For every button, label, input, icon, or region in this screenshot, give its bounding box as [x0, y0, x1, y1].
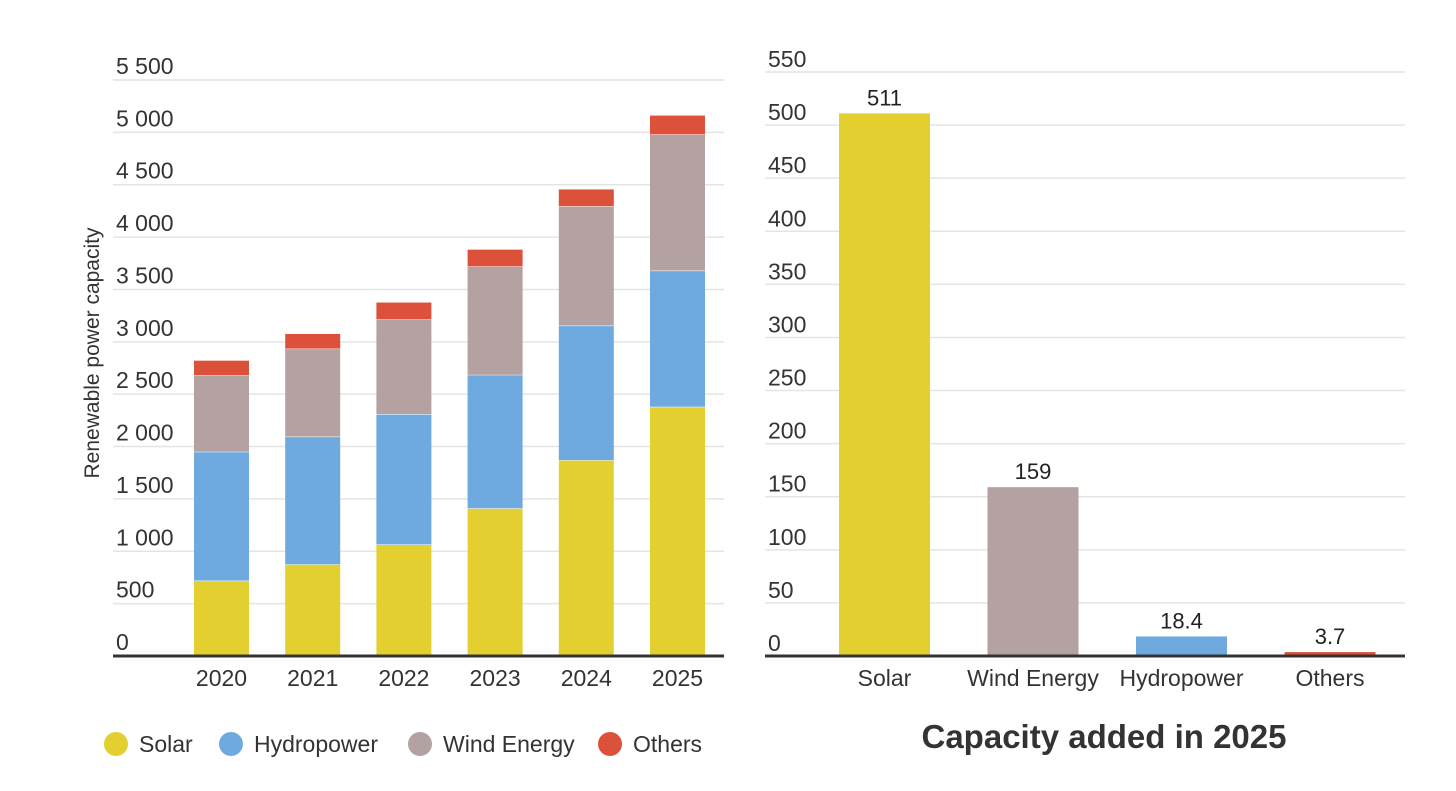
bar-solar-2025 [650, 406, 705, 656]
bar-hydropower [1136, 636, 1227, 656]
bar-others-2024 [558, 189, 614, 207]
y-tick-label: 0 [116, 629, 129, 655]
bar-solar-2022 [376, 544, 432, 656]
x-tick-label: 2024 [561, 665, 612, 691]
bar-wind-2021 [285, 348, 341, 437]
legend-swatch-wind [408, 732, 432, 756]
y-tick-label: 100 [768, 524, 806, 550]
y-tick-label: 550 [768, 46, 806, 72]
bar-hydropower-2021 [285, 436, 341, 565]
bar-hydropower-2025 [650, 270, 705, 407]
bar-solar-2021 [285, 564, 341, 656]
y-axis-ticks: 0 50 100 150 200 250 300 350 400 450 500 550 [768, 46, 806, 656]
x-tick-label: 2023 [470, 665, 521, 691]
x-tick-label: Hydropower [1120, 665, 1244, 691]
y-tick-label: 0 [768, 630, 781, 656]
data-labels: 511 159 18.4 3.7 [867, 85, 1345, 649]
y-tick-label: 3 000 [116, 315, 174, 341]
bar-hydropower-2024 [558, 325, 614, 461]
data-label: 159 [1015, 459, 1052, 484]
y-axis-label: Renewable power capacity [81, 227, 104, 478]
y-tick-label: 4 000 [116, 210, 174, 236]
bar-hydropower-2022 [376, 414, 432, 545]
bars [839, 113, 1376, 657]
y-tick-label: 2 500 [116, 367, 174, 393]
bar-others-2022 [376, 302, 432, 320]
x-tick-label: Solar [858, 665, 912, 691]
x-tick-label: 2020 [196, 665, 247, 691]
bar-others-2020 [194, 360, 249, 376]
bar-wind-2020 [194, 375, 249, 452]
legend-swatch-hydropower [219, 732, 243, 756]
data-label: 18.4 [1160, 608, 1203, 633]
capacity-added-chart: 511 159 18.4 3.7 0 50 100 150 200 250 300 350 400 45… [765, 46, 1405, 755]
y-tick-label: 350 [768, 258, 806, 284]
legend-swatch-others [598, 732, 622, 756]
y-tick-label: 4 500 [116, 158, 174, 184]
legend-swatch-solar [104, 732, 128, 756]
x-axis-ticks: 2020 2021 2022 2023 2024 2025 [196, 665, 703, 691]
bar-others-2023 [467, 249, 523, 267]
bar-others-2025 [650, 115, 705, 135]
data-label: 3.7 [1315, 624, 1346, 649]
bar-solar-2020 [194, 580, 249, 656]
y-tick-label: 450 [768, 152, 806, 178]
y-tick-label: 1 000 [116, 524, 174, 550]
y-tick-label: 1 500 [116, 472, 174, 498]
bar-solar [839, 113, 930, 657]
stacked-capacity-chart: 0 500 1 000 1 500 2 000 2 500 3 000 3 500 4 000 4… [81, 53, 724, 757]
legend-label-others: Others [633, 731, 702, 757]
bar-solar-2023 [467, 508, 523, 656]
legend-label-wind: Wind Energy [443, 731, 575, 757]
y-tick-label: 500 [768, 99, 806, 125]
legend-label-solar: Solar [139, 731, 193, 757]
y-tick-label: 250 [768, 365, 806, 391]
data-label: 511 [867, 85, 902, 110]
bar-others-2021 [285, 333, 341, 349]
y-axis-ticks: 0 500 1 000 1 500 2 000 2 500 3 000 3 500 4 000 4… [116, 53, 174, 655]
bar-solar-2024 [558, 460, 614, 656]
x-axis-ticks: Solar Wind Energy Hydropower Others [858, 665, 1365, 691]
bar-wind-2023 [467, 266, 523, 375]
bar-wind-2024 [558, 206, 614, 326]
bar-wind-2022 [376, 319, 432, 415]
bar-hydropower-2020 [194, 451, 249, 581]
y-tick-label: 5 000 [116, 105, 174, 131]
chart-title: Capacity added in 2025 [922, 718, 1287, 755]
y-tick-label: 500 [116, 577, 154, 603]
y-tick-label: 400 [768, 205, 806, 231]
legend-label-hydropower: Hydropower [254, 731, 378, 757]
y-tick-label: 2 000 [116, 420, 174, 446]
y-tick-label: 3 500 [116, 262, 174, 288]
bar-hydropower-2023 [467, 374, 523, 509]
y-tick-label: 150 [768, 471, 806, 497]
bar-wind-2025 [650, 134, 705, 271]
bar-others [1284, 652, 1376, 656]
x-tick-label: Others [1295, 665, 1364, 691]
y-tick-label: 50 [768, 577, 794, 603]
legend: Solar Hydropower Wind Energy Others [104, 731, 702, 757]
x-tick-label: 2021 [287, 665, 338, 691]
x-tick-label: Wind Energy [967, 665, 1099, 691]
x-tick-label: 2022 [378, 665, 429, 691]
bar-wind [987, 487, 1079, 656]
y-tick-label: 200 [768, 418, 806, 444]
y-tick-label: 300 [768, 311, 806, 337]
x-tick-label: 2025 [652, 665, 703, 691]
bars [194, 115, 705, 656]
y-tick-label: 5 500 [116, 53, 174, 79]
